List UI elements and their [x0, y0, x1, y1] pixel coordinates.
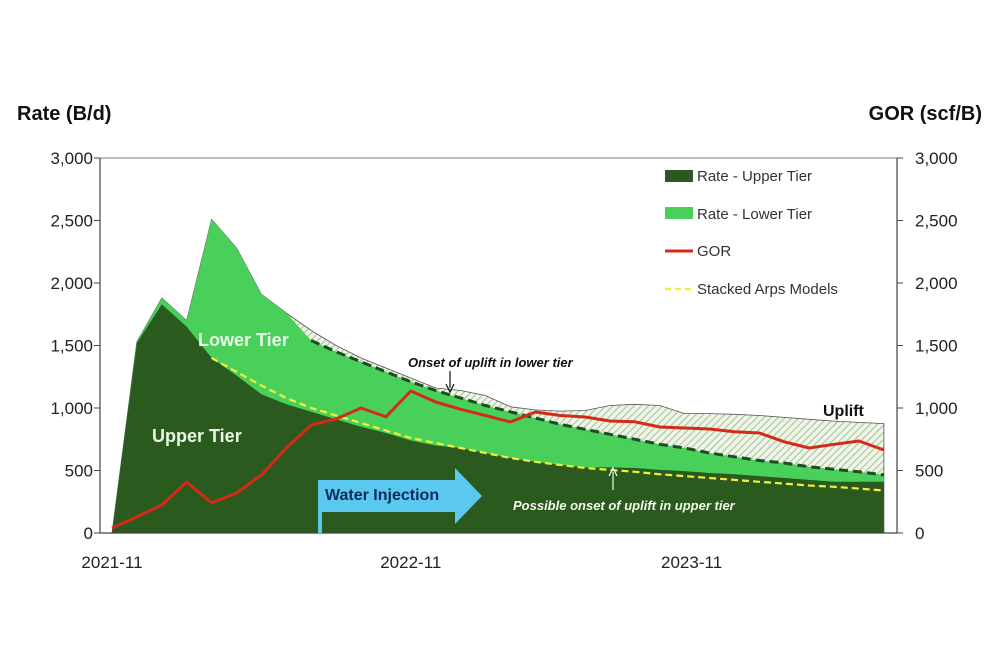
arps-upper-model-line	[211, 357, 884, 492]
legend-swatch-lower	[665, 207, 693, 219]
left-tick-label: 0	[84, 524, 93, 543]
left-tick-label: 2,000	[50, 274, 93, 293]
left-tick-label: 500	[65, 462, 93, 481]
right-tick-label: 1,000	[915, 399, 958, 418]
right-axis-title: GOR (scf/B)	[869, 103, 982, 125]
left-tick-label: 1,500	[50, 337, 93, 356]
onset-upper-annotation: Possible onset of uplift in upper tier	[513, 498, 736, 513]
legend-swatch-upper	[665, 170, 693, 182]
left-tick-label: 2,500	[50, 212, 93, 231]
legend: Rate - Upper Tier Rate - Lower Tier GOR …	[665, 168, 838, 298]
right-tick-label: 1,500	[915, 337, 958, 356]
x-tick-label: 2021-11	[81, 553, 142, 572]
left-tick-label: 1,000	[50, 399, 93, 418]
gor-line	[111, 389, 885, 530]
water-injection-label: Water Injection	[325, 487, 439, 504]
left-tick-label: 3,000	[50, 149, 93, 168]
lower-tier-label: Lower Tier	[198, 330, 289, 350]
right-tick-label: 500	[915, 462, 943, 481]
onset-lower-annotation: Onset of uplift in lower tier	[408, 355, 574, 370]
right-tick-label: 0	[915, 524, 924, 543]
legend-label-lower: Rate - Lower Tier	[697, 206, 812, 223]
right-tick-label: 3,000	[915, 149, 958, 168]
legend-label-arps: Stacked Arps Models	[697, 281, 838, 298]
uplift-label: Uplift	[823, 403, 865, 420]
x-tick-label: 2023-11	[661, 553, 722, 572]
arps-total-model-line	[310, 339, 885, 477]
water-injection-arrow: Water Injection	[318, 468, 482, 533]
onset-lower-arrow	[445, 371, 455, 394]
right-tick-label: 2,500	[915, 212, 958, 231]
legend-label-gor: GOR	[697, 243, 731, 260]
x-tick-label: 2022-11	[380, 553, 441, 572]
left-axis-title: Rate (B/d)	[17, 103, 111, 125]
upper-tier-label: Upper Tier	[152, 426, 242, 446]
onset-upper-arrow	[608, 466, 618, 490]
legend-label-upper: Rate - Upper Tier	[697, 168, 812, 185]
right-tick-label: 2,000	[915, 274, 958, 293]
